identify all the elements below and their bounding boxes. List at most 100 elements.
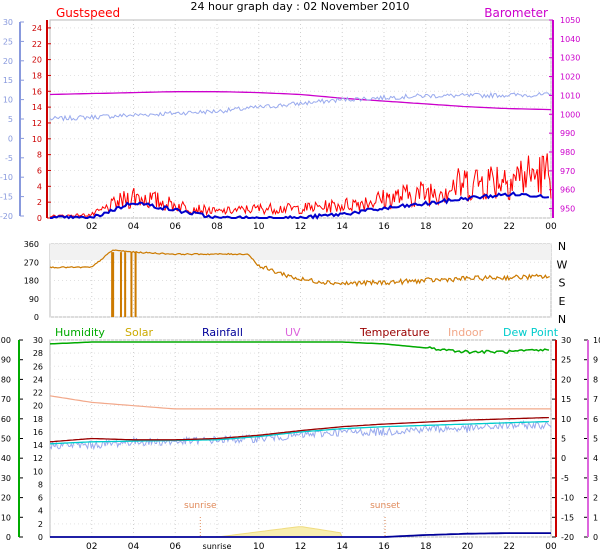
temp-right-tick: 30	[561, 336, 571, 345]
x-tick-label: sunrise	[203, 542, 232, 551]
sunrise-label: sunrise	[184, 501, 217, 511]
x-tick-label: 14	[337, 222, 349, 232]
uv-right-tick: 1	[593, 513, 598, 522]
outer-left-tick: -5	[5, 154, 13, 163]
windspeed-line	[50, 191, 550, 220]
x-tick-label: 12	[295, 542, 306, 552]
temp-right-tick: -5	[561, 474, 569, 483]
inner-left-bottom-tick: 18	[33, 415, 43, 424]
uv-right-tick: 9	[593, 356, 598, 365]
inner-left-bottom-tick: 4	[38, 507, 43, 516]
right-baro-tick: 960	[560, 186, 575, 195]
humidity-tick: 0	[6, 533, 11, 542]
inner-left-tick: 6	[37, 166, 42, 175]
temp-right-tick: 0	[561, 454, 566, 463]
inner-left-bottom-tick: 26	[33, 362, 43, 371]
compass-label: N	[558, 240, 566, 253]
uv-right-tick: 3	[593, 474, 598, 483]
inner-left-bottom-tick: 14	[33, 441, 43, 450]
sunset-label: sunset	[370, 501, 400, 511]
temp-right-tick: -20	[561, 533, 574, 542]
temp-right-tick: -10	[561, 494, 574, 503]
uv-right-tick: 8	[593, 375, 598, 384]
uv-right-tick: 10	[593, 336, 600, 345]
temp-right-tick: 20	[561, 375, 571, 384]
inner-left-bottom-tick: 20	[33, 402, 43, 411]
humidity-tick: 10	[1, 513, 11, 522]
x-tick-label: 22	[504, 222, 515, 232]
legend-item: Temperature	[359, 326, 430, 339]
solar-area	[206, 526, 344, 538]
right-baro-tick: 1020	[560, 73, 580, 82]
legend-item: Rainfall	[202, 326, 243, 339]
humidity-tick: 50	[1, 435, 11, 444]
outer-left-tick: 15	[3, 76, 13, 85]
right-baro-tick: 1030	[560, 54, 580, 63]
humidity-line	[49, 341, 550, 355]
temp-right-tick: 15	[561, 395, 571, 404]
wind-direction-line	[49, 249, 550, 288]
direction-tick: 360	[24, 240, 39, 249]
rainfall-line	[50, 532, 551, 538]
outer-left-tick: -15	[0, 193, 13, 202]
inner-left-tick: 0	[37, 214, 42, 223]
compass-label: N	[558, 313, 566, 326]
outer-left-tick: -10	[0, 173, 13, 182]
inner-left-tick: 20	[32, 56, 42, 65]
humidity-tick: 70	[1, 395, 11, 404]
inner-left-bottom-tick: 8	[38, 480, 43, 489]
humidity-tick: 20	[1, 494, 11, 503]
uv-right-tick: 7	[593, 395, 598, 404]
outer-left-tick: 10	[3, 96, 13, 105]
inner-left-bottom-tick: 2	[38, 520, 43, 529]
x-tick-label: 10	[253, 542, 265, 552]
x-tick-label: 04	[128, 222, 140, 232]
inner-left-bottom-tick: 24	[33, 375, 43, 384]
uv-right-tick: 5	[593, 435, 598, 444]
x-tick-label: 10	[253, 222, 265, 232]
right-baro-tick: 950	[560, 205, 575, 214]
x-tick-label: 02	[86, 222, 97, 232]
dewpoint-line	[49, 420, 549, 445]
chart-title: 24 hour graph day : 02 November 2010	[190, 0, 410, 13]
uv-right-tick: 2	[593, 494, 598, 503]
legend-item: UV	[285, 326, 301, 339]
direction-tick: 270	[24, 258, 39, 267]
uv-right-tick: 6	[593, 415, 598, 424]
compass-label: E	[559, 295, 566, 308]
x-tick-label: 14	[337, 542, 349, 552]
inner-left-bottom-tick: 30	[33, 336, 43, 345]
humidity-tick: 60	[1, 415, 11, 424]
inner-left-tick: 12	[32, 119, 42, 128]
inner-left-tick: 4	[37, 182, 42, 191]
inner-left-tick: 10	[32, 135, 42, 144]
x-tick-label: 06	[170, 222, 182, 232]
x-tick-label: 08	[211, 222, 223, 232]
inner-left-tick: 22	[32, 40, 42, 49]
legend-item: Humidity	[55, 326, 105, 339]
direction-tick: 90	[29, 295, 39, 304]
humidity-tick: 30	[1, 474, 11, 483]
x-tick-label: 18	[420, 542, 432, 552]
x-tick-label: 04	[128, 542, 140, 552]
x-tick-label: 06	[170, 542, 182, 552]
inner-left-bottom-tick: 6	[38, 494, 43, 503]
temp-right-tick: 10	[561, 415, 571, 424]
direction-tick: 0	[34, 313, 39, 322]
inner-left-bottom-tick: 12	[33, 454, 43, 463]
temp-right-tick: 25	[561, 356, 571, 365]
mid-band	[50, 244, 551, 261]
indoor-line	[49, 395, 551, 410]
outer-left-tick: 25	[3, 37, 13, 46]
legend-barometer: Barometer	[484, 6, 548, 20]
inner-left-bottom-tick: 10	[33, 467, 43, 476]
humidity-tick: 40	[1, 454, 11, 463]
legend-item: Dew Point	[503, 326, 559, 339]
right-baro-tick: 1000	[560, 110, 580, 119]
compass-label: W	[557, 258, 568, 271]
x-tick-label: 20	[462, 222, 474, 232]
